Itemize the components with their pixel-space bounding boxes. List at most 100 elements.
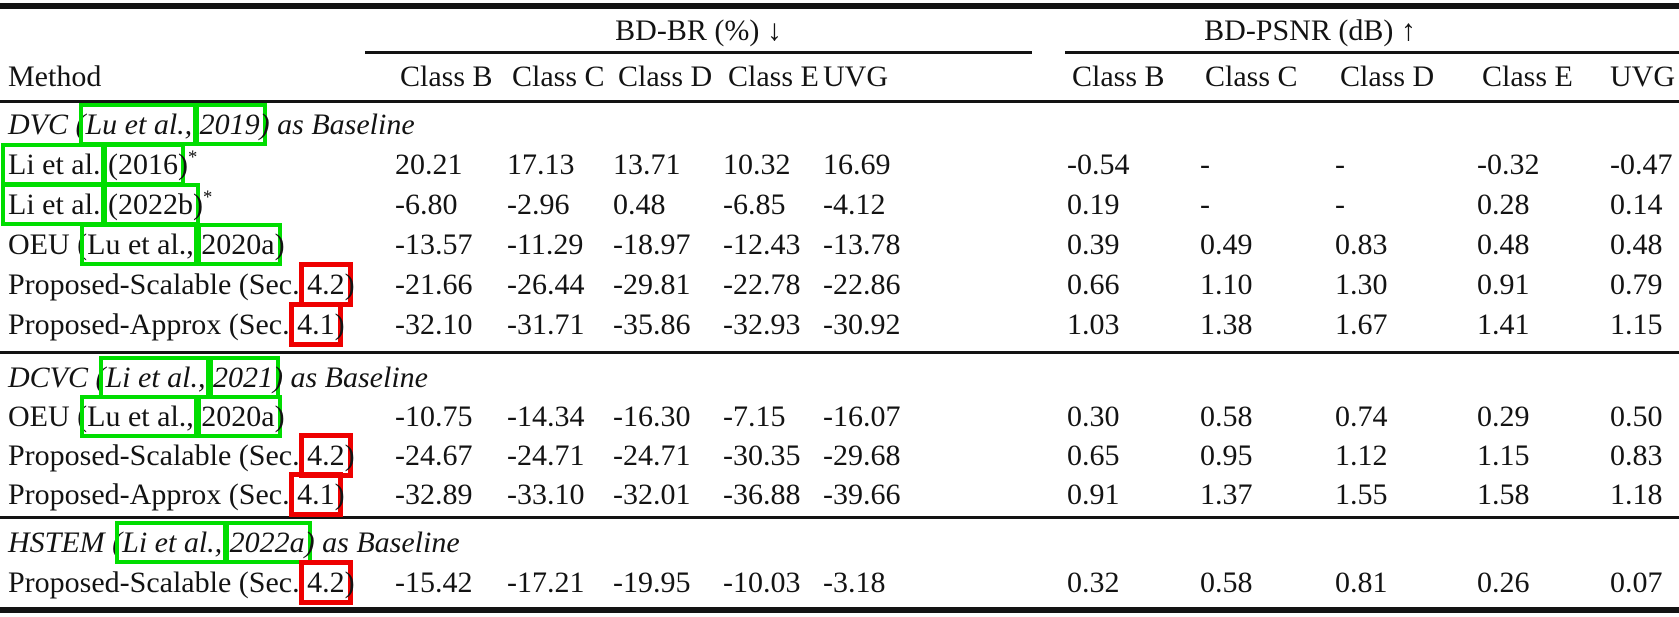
section-link-box[interactable]: 4.1 xyxy=(289,302,343,347)
bdpsnr-value-cell: 0.91 xyxy=(1477,268,1530,301)
class-column-header: Class C xyxy=(512,60,605,93)
citation-link-box[interactable]: 2020a xyxy=(194,223,282,266)
bdpsnr-value-cell: - xyxy=(1200,148,1210,181)
table-row: OEU (Lu et al., 2020a) -10.75 -14.34 -16.30… xyxy=(0,395,1679,440)
bdpsnr-value-cell: 1.58 xyxy=(1477,478,1530,511)
bdpsnr-value-cell: 0.28 xyxy=(1477,188,1530,221)
bdpsnr-value-cell: 0.66 xyxy=(1067,268,1120,301)
bdpsnr-value-cell: 1.55 xyxy=(1335,478,1388,511)
label-text: ) xyxy=(344,268,355,301)
bdbr-value-cell: -33.10 xyxy=(507,478,585,511)
bdpsnr-value-cell: -0.54 xyxy=(1067,148,1130,181)
label-text: DCVC ( xyxy=(8,361,106,394)
bdpsnr-value-cell: 0.81 xyxy=(1335,566,1388,599)
bdbr-value-cell: -16.30 xyxy=(613,400,691,433)
bdpsnr-value-cell: - xyxy=(1200,188,1210,221)
bdpsnr-value-cell: 0.79 xyxy=(1610,268,1663,301)
label-text: Proposed-Scalable (Sec. xyxy=(8,268,308,301)
table-row: Proposed-Scalable (Sec. 4.2) -21.66 -26.44… xyxy=(0,262,1679,308)
bdpsnr-value-cell: 0.48 xyxy=(1477,228,1530,261)
label-text: ) as Baseline xyxy=(259,108,415,141)
table-row: OEU (Lu et al., 2020a) -13.57 -11.29 -18.97… xyxy=(0,223,1679,268)
bdbr-value-cell: -12.43 xyxy=(723,228,801,261)
method-cell: Proposed-Approx (Sec. 4.1) xyxy=(8,472,345,517)
citation-link-box[interactable]: 2020a xyxy=(194,395,282,438)
bdbr-value-cell: -10.03 xyxy=(723,566,801,599)
citation-link-box[interactable]: (2022b xyxy=(100,183,200,226)
citation-link-box[interactable]: Li et al., xyxy=(115,521,230,564)
bdbr-value-cell: -30.35 xyxy=(723,439,801,472)
bdbr-value-cell: -22.78 xyxy=(723,268,801,301)
citation-link-box[interactable]: Li et al. xyxy=(1,143,108,186)
citation-link-box[interactable]: 2019 xyxy=(192,103,267,146)
citation-link-box[interactable]: Lu et al., xyxy=(80,223,201,266)
bdpsnr-value-cell: -0.32 xyxy=(1477,148,1540,181)
bdbr-value-cell: 10.32 xyxy=(723,148,791,181)
section-link-box[interactable]: 4.2 xyxy=(299,433,353,478)
label-text: ) xyxy=(274,400,285,433)
citation-link-box[interactable]: 2022a xyxy=(222,521,312,564)
citation-link-box[interactable]: 2021 xyxy=(206,356,281,399)
citation-link-box[interactable]: Li et al., xyxy=(98,356,213,399)
bdpsnr-value-cell: 0.50 xyxy=(1610,400,1663,433)
bdbr-value-cell: -3.18 xyxy=(823,566,886,599)
asterisk-footnote-marker: * xyxy=(202,187,213,208)
bdbr-value-cell: -19.95 xyxy=(613,566,691,599)
bdpsnr-group-underline xyxy=(1065,51,1679,54)
bdbr-value-cell: -35.86 xyxy=(613,308,691,341)
bdbr-value-cell: -24.71 xyxy=(507,439,585,472)
citation-link-box[interactable]: Lu et al., xyxy=(80,395,201,438)
bdpsnr-value-cell: 0.83 xyxy=(1610,439,1663,472)
bdbr-value-cell: -2.96 xyxy=(507,188,570,221)
label-text: ) xyxy=(192,188,203,221)
section-header-label: DCVC (Li et al., 2021) as Baseline xyxy=(8,356,428,399)
bdpsnr-group-header: BD-PSNR (dB) ↑ xyxy=(1204,14,1416,47)
bdbr-value-cell: -30.92 xyxy=(823,308,901,341)
section-header-row: HSTEM (Li et al., 2022a) as Baseline xyxy=(0,521,1679,566)
bdbr-value-cell: 13.71 xyxy=(613,148,681,181)
bdbr-value-cell: -22.86 xyxy=(823,268,901,301)
bdpsnr-value-cell: 1.30 xyxy=(1335,268,1388,301)
citation-link-box[interactable]: (2016 xyxy=(100,143,185,186)
bdbr-value-cell: -39.66 xyxy=(823,478,901,511)
section-rule-1 xyxy=(0,351,1679,354)
bdbr-value-cell: -26.44 xyxy=(507,268,585,301)
citation-link-box[interactable]: Lu et al., xyxy=(78,103,200,146)
bdpsnr-value-cell: 1.37 xyxy=(1200,478,1253,511)
method-cell: Li et al. (2022b)* xyxy=(1,183,213,226)
bdpsnr-value-cell: 0.19 xyxy=(1067,188,1120,221)
method-cell: Proposed-Approx (Sec. 4.1) xyxy=(8,302,345,347)
bdbr-value-cell: 0.48 xyxy=(613,188,666,221)
section-header-row: DVC (Lu et al., 2019) as Baseline xyxy=(0,103,1679,148)
bdpsnr-value-cell: - xyxy=(1335,148,1345,181)
class-column-header: Class E xyxy=(728,60,819,93)
section-link-box[interactable]: 4.2 xyxy=(299,262,353,307)
bdpsnr-value-cell: 0.48 xyxy=(1610,228,1663,261)
bdpsnr-value-cell: 0.49 xyxy=(1200,228,1253,261)
bdpsnr-value-cell: 0.29 xyxy=(1477,400,1530,433)
bdpsnr-value-cell: 0.74 xyxy=(1335,400,1388,433)
column-header-row: Method Class B Class C Class D Class E UVG Cl… xyxy=(0,60,1679,100)
section-link-box[interactable]: 4.1 xyxy=(289,472,343,517)
class-column-header: Class D xyxy=(1340,60,1435,93)
bdbr-value-cell: 17.13 xyxy=(507,148,575,181)
bottom-rule xyxy=(0,607,1679,613)
label-text: DVC ( xyxy=(8,108,86,141)
label-text: Proposed-Approx (Sec. xyxy=(8,308,298,341)
bdpsnr-value-cell: 1.03 xyxy=(1067,308,1120,341)
label-text: OEU ( xyxy=(8,228,88,261)
label-text: Proposed-Approx (Sec. xyxy=(8,478,298,511)
bdbr-value-cell: -4.12 xyxy=(823,188,886,221)
citation-link-box[interactable]: Li et al. xyxy=(1,183,108,226)
table-row: Proposed-Approx (Sec. 4.1) -32.89 -33.10 -3… xyxy=(0,472,1679,518)
bdpsnr-value-cell: 0.58 xyxy=(1200,400,1253,433)
label-text: ) xyxy=(274,228,285,261)
method-cell: Proposed-Scalable (Sec. 4.2) xyxy=(8,560,355,605)
bdbr-value-cell: -11.29 xyxy=(507,228,584,261)
section-link-box[interactable]: 4.2 xyxy=(299,560,353,605)
header-rule xyxy=(0,100,1679,103)
table-row: Li et al. (2022b)* -6.80 -2.96 0.48 -6.85 -4.… xyxy=(0,183,1679,228)
class-column-header: UVG xyxy=(1610,60,1675,93)
label-text: ) xyxy=(177,148,188,181)
